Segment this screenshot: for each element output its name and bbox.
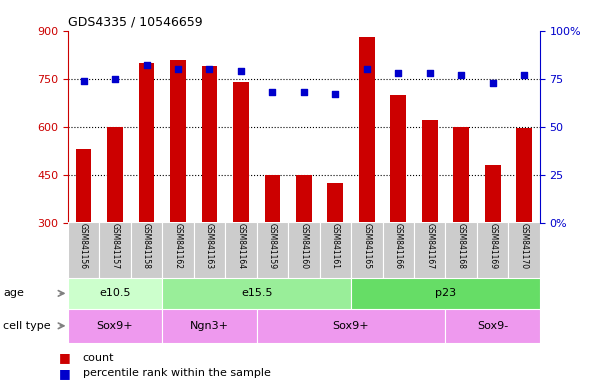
Text: GDS4335 / 10546659: GDS4335 / 10546659 — [68, 15, 202, 28]
Bar — [453, 127, 469, 223]
Text: Sox9+: Sox9+ — [333, 321, 369, 331]
Text: GSM841166: GSM841166 — [394, 223, 403, 270]
Bar — [320, 222, 351, 278]
Text: GSM841165: GSM841165 — [362, 223, 371, 270]
Text: GSM841168: GSM841168 — [457, 223, 466, 269]
Text: ■: ■ — [59, 367, 71, 380]
Bar — [99, 222, 131, 278]
Bar — [162, 222, 194, 278]
Bar — [351, 278, 540, 309]
Bar — [202, 66, 217, 223]
Text: GSM841167: GSM841167 — [425, 223, 434, 270]
Text: GSM841164: GSM841164 — [237, 223, 245, 270]
Point — [299, 89, 309, 95]
Bar — [288, 222, 320, 278]
Point — [425, 70, 434, 76]
Point — [110, 76, 120, 82]
Bar — [139, 63, 155, 223]
Bar — [477, 222, 509, 278]
Bar — [107, 127, 123, 223]
Point — [79, 78, 88, 84]
Text: cell type: cell type — [3, 321, 51, 331]
Bar — [485, 165, 500, 223]
Bar — [351, 222, 382, 278]
Text: e10.5: e10.5 — [99, 288, 131, 298]
Text: GSM841163: GSM841163 — [205, 223, 214, 270]
Bar — [391, 95, 406, 223]
Point — [205, 66, 214, 72]
Bar — [225, 222, 257, 278]
Point — [362, 66, 372, 72]
Point — [519, 72, 529, 78]
Point — [268, 89, 277, 95]
Text: age: age — [3, 288, 24, 298]
Text: GSM841156: GSM841156 — [79, 223, 88, 270]
Point — [488, 79, 497, 86]
Text: Sox9+: Sox9+ — [97, 321, 133, 331]
Bar — [516, 128, 532, 223]
Bar — [422, 120, 438, 223]
Bar — [296, 175, 312, 223]
Text: GSM841160: GSM841160 — [299, 223, 309, 270]
Bar — [382, 222, 414, 278]
Point — [394, 70, 403, 76]
Bar — [68, 278, 162, 309]
Bar — [359, 37, 375, 223]
Point — [236, 68, 245, 74]
Text: GSM841158: GSM841158 — [142, 223, 151, 269]
Bar — [76, 149, 91, 223]
Point — [330, 91, 340, 97]
Bar — [445, 309, 540, 343]
Bar — [162, 278, 351, 309]
Text: GSM841157: GSM841157 — [110, 223, 120, 270]
Text: e15.5: e15.5 — [241, 288, 273, 298]
Point — [457, 72, 466, 78]
Text: count: count — [83, 353, 114, 363]
Bar — [414, 222, 445, 278]
Bar — [257, 309, 445, 343]
Text: p23: p23 — [435, 288, 456, 298]
Text: Sox9-: Sox9- — [477, 321, 508, 331]
Text: GSM841170: GSM841170 — [520, 223, 529, 270]
Point — [173, 66, 183, 72]
Bar — [68, 222, 99, 278]
Text: GSM841169: GSM841169 — [488, 223, 497, 270]
Bar — [264, 175, 280, 223]
Bar — [162, 309, 257, 343]
Bar — [194, 222, 225, 278]
Point — [142, 62, 151, 68]
Bar — [445, 222, 477, 278]
Bar — [233, 82, 249, 223]
Text: Ngn3+: Ngn3+ — [190, 321, 229, 331]
Text: GSM841161: GSM841161 — [331, 223, 340, 269]
Bar — [68, 309, 162, 343]
Bar — [327, 183, 343, 223]
Text: ■: ■ — [59, 351, 71, 364]
Bar — [509, 222, 540, 278]
Bar — [170, 60, 186, 223]
Text: GSM841159: GSM841159 — [268, 223, 277, 270]
Text: GSM841162: GSM841162 — [173, 223, 182, 269]
Bar — [131, 222, 162, 278]
Bar — [257, 222, 288, 278]
Text: percentile rank within the sample: percentile rank within the sample — [83, 368, 270, 378]
